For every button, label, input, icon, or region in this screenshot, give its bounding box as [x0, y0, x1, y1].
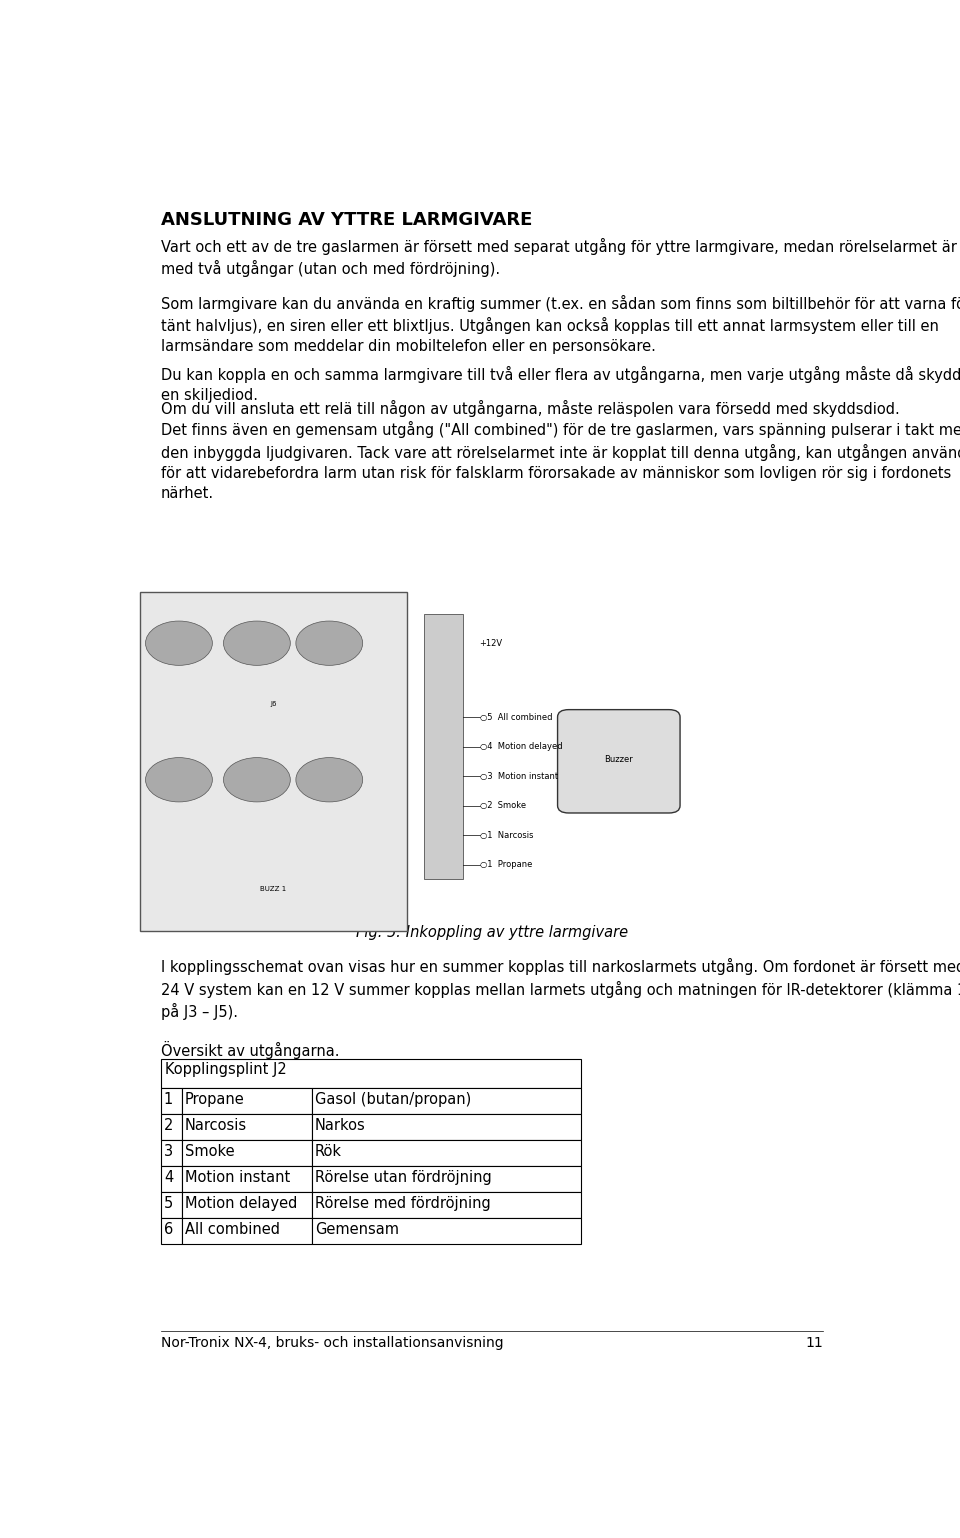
Text: Kopplingsplint J2: Kopplingsplint J2: [165, 1063, 286, 1077]
Text: +12V: +12V: [480, 638, 503, 647]
Text: J6: J6: [271, 701, 276, 707]
Text: Gemensam: Gemensam: [315, 1223, 399, 1237]
Text: Om du vill ansluta ett relä till någon av utgångarna, måste reläspolen vara förs: Om du vill ansluta ett relä till någon a…: [161, 400, 900, 417]
Text: ○1  Narcosis: ○1 Narcosis: [480, 831, 533, 840]
Text: BUZZ 1: BUZZ 1: [260, 886, 287, 892]
Text: Motion delayed: Motion delayed: [184, 1197, 297, 1210]
Text: 6: 6: [164, 1223, 173, 1237]
Circle shape: [224, 758, 290, 801]
Text: Som larmgivare kan du använda en kraftig summer (t.ex. en sådan som finns som bi: Som larmgivare kan du använda en kraftig…: [161, 295, 960, 354]
Text: Nor-Tronix NX-4, bruks- och installationsanvisning: Nor-Tronix NX-4, bruks- och installation…: [161, 1335, 504, 1350]
Text: Rök: Rök: [315, 1144, 342, 1158]
FancyBboxPatch shape: [181, 1089, 312, 1114]
FancyBboxPatch shape: [161, 1089, 181, 1114]
Text: Fig. 5: Inkoppling av yttre larmgivare: Fig. 5: Inkoppling av yttre larmgivare: [356, 924, 628, 940]
Text: Det finns även en gemensam utgång ("All combined") för de tre gaslarmen, vars sp: Det finns även en gemensam utgång ("All …: [161, 421, 960, 501]
Text: ○4  Motion delayed: ○4 Motion delayed: [480, 741, 563, 751]
FancyBboxPatch shape: [558, 709, 680, 814]
FancyBboxPatch shape: [181, 1218, 312, 1244]
Text: 5: 5: [164, 1197, 173, 1210]
Text: Rörelse utan fördröjning: Rörelse utan fördröjning: [315, 1170, 492, 1184]
Text: 3: 3: [164, 1144, 173, 1158]
FancyBboxPatch shape: [161, 1192, 181, 1218]
FancyBboxPatch shape: [161, 1166, 181, 1192]
Text: Narkos: Narkos: [315, 1118, 366, 1134]
Text: Narcosis: Narcosis: [184, 1118, 247, 1134]
Text: 2: 2: [164, 1118, 173, 1134]
FancyBboxPatch shape: [181, 1166, 312, 1192]
FancyBboxPatch shape: [140, 592, 407, 930]
Circle shape: [146, 758, 212, 801]
Text: All combined: All combined: [184, 1223, 279, 1237]
FancyBboxPatch shape: [312, 1218, 581, 1244]
Text: Rörelse med fördröjning: Rörelse med fördröjning: [315, 1197, 491, 1210]
Text: ANSLUTNING AV YTTRE LARMGIVARE: ANSLUTNING AV YTTRE LARMGIVARE: [161, 211, 532, 229]
FancyBboxPatch shape: [181, 1192, 312, 1218]
FancyBboxPatch shape: [312, 1140, 581, 1166]
Text: Gasol (butan/propan): Gasol (butan/propan): [315, 1092, 471, 1107]
Text: ○3  Motion instant: ○3 Motion instant: [480, 772, 558, 781]
Text: Smoke: Smoke: [184, 1144, 234, 1158]
Circle shape: [296, 758, 363, 801]
FancyBboxPatch shape: [424, 614, 463, 880]
Text: ○1  Propane: ○1 Propane: [480, 860, 532, 869]
FancyBboxPatch shape: [312, 1089, 581, 1114]
Text: 4: 4: [164, 1170, 173, 1184]
FancyBboxPatch shape: [312, 1166, 581, 1192]
FancyBboxPatch shape: [181, 1114, 312, 1140]
Text: Propane: Propane: [184, 1092, 245, 1107]
Text: Översikt av utgångarna.: Översikt av utgångarna.: [161, 1041, 340, 1058]
FancyBboxPatch shape: [161, 1140, 181, 1166]
Circle shape: [296, 621, 363, 666]
Text: 11: 11: [805, 1335, 823, 1350]
Text: Vart och ett av de tre gaslarmen är försett med separat utgång för yttre larmgiv: Vart och ett av de tre gaslarmen är förs…: [161, 238, 960, 277]
FancyBboxPatch shape: [161, 1058, 581, 1089]
Text: 1: 1: [164, 1092, 173, 1107]
FancyBboxPatch shape: [161, 1218, 181, 1244]
Text: Motion instant: Motion instant: [184, 1170, 290, 1184]
Text: Buzzer: Buzzer: [605, 755, 634, 764]
FancyBboxPatch shape: [312, 1114, 581, 1140]
Circle shape: [146, 621, 212, 666]
Text: Du kan koppla en och samma larmgivare till två eller flera av utgångarna, men va: Du kan koppla en och samma larmgivare ti…: [161, 366, 960, 403]
FancyBboxPatch shape: [181, 1140, 312, 1166]
Text: ○2  Smoke: ○2 Smoke: [480, 801, 526, 811]
Text: I kopplingsschemat ovan visas hur en summer kopplas till narkoslarmets utgång. O: I kopplingsschemat ovan visas hur en sum…: [161, 958, 960, 1020]
FancyBboxPatch shape: [161, 1114, 181, 1140]
FancyBboxPatch shape: [312, 1192, 581, 1218]
Text: ○5  All combined: ○5 All combined: [480, 712, 552, 721]
Circle shape: [224, 621, 290, 666]
